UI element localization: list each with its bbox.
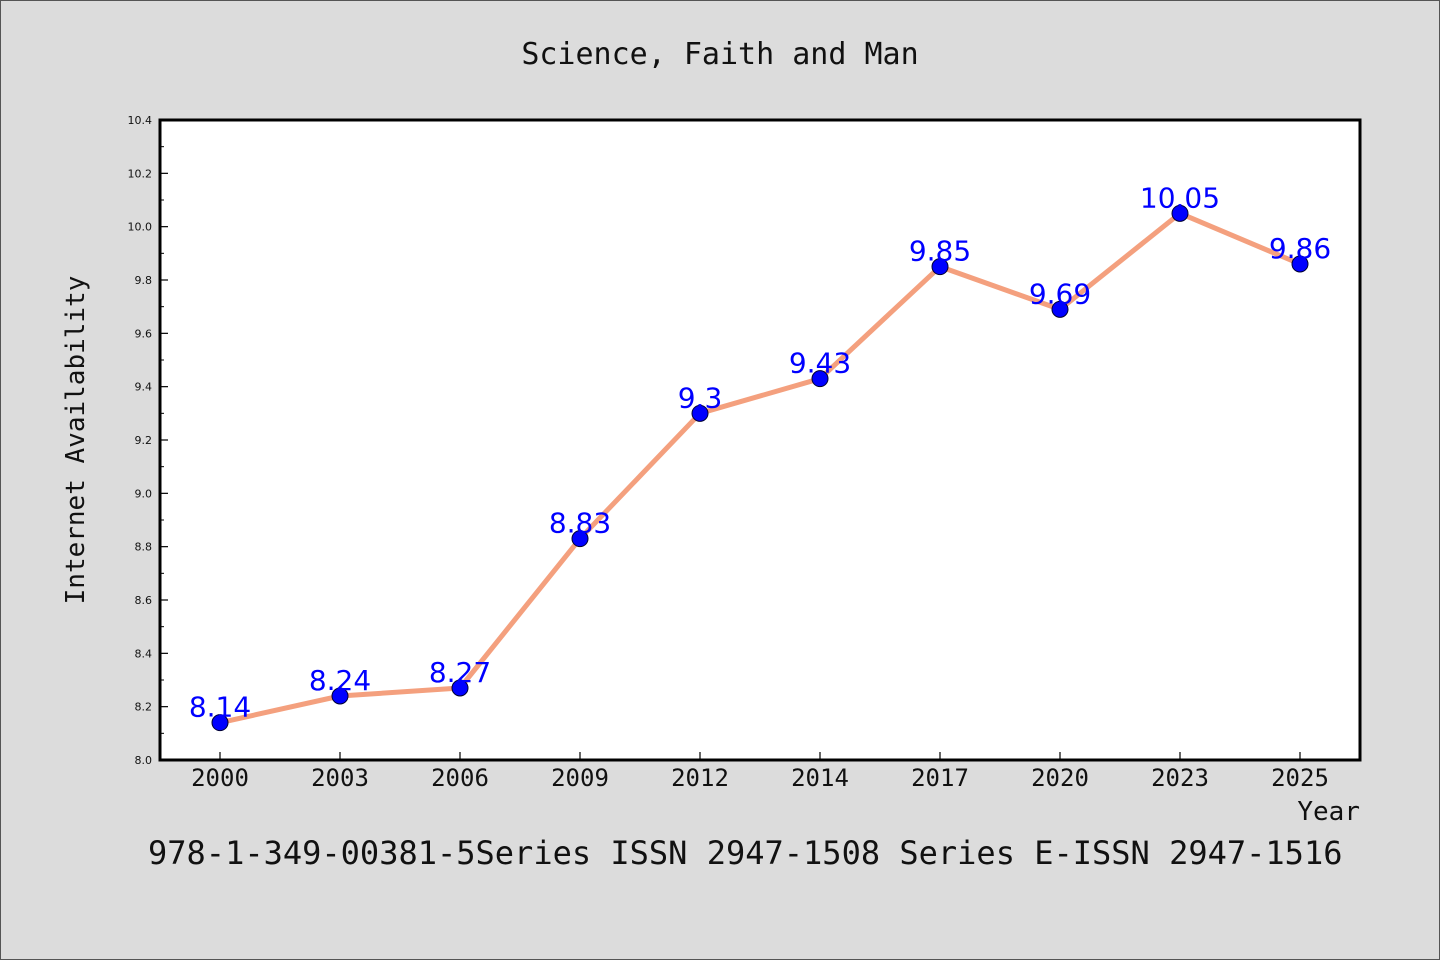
x-axis-label: Year (1297, 797, 1360, 827)
series-line (217, 210, 1303, 726)
data-point (331, 687, 349, 705)
y-tick-label: 9.2 (135, 434, 153, 447)
data-label: 8.14 (189, 691, 251, 724)
y-tick-label: 9.4 (135, 381, 153, 394)
chart-title: Science, Faith and Man (521, 37, 918, 72)
x-tick-label: 2014 (791, 764, 849, 792)
series-layer (211, 204, 1309, 732)
y-tick-label: 10.4 (128, 114, 153, 127)
y-tick-label: 8.8 (135, 541, 153, 554)
data-point (931, 258, 949, 276)
data-point (1171, 204, 1189, 222)
data-label: 8.27 (429, 656, 491, 689)
y-tick-label: 9.6 (135, 327, 153, 340)
y-axis-label: Internet Availability (61, 276, 91, 605)
data-point (1051, 300, 1069, 318)
data-point (451, 679, 469, 697)
x-axis: 2000 2003 2006 2009 2012 2014 2017 2020 2023 2025 (191, 752, 1329, 792)
x-tick-label: 2017 (911, 764, 969, 792)
data-label: 9.3 (678, 381, 723, 414)
x-tick-label: 2006 (431, 764, 489, 792)
y-tick-label: 8.2 (135, 701, 153, 714)
x-tick-label: 2003 (311, 764, 369, 792)
data-label: 8.24 (309, 664, 371, 697)
data-point (1291, 255, 1309, 273)
y-tick-label: 8.6 (135, 594, 153, 607)
x-tick-label: 2023 (1151, 764, 1209, 792)
y-tick-label: 8.4 (135, 647, 153, 660)
data-label: 10.05 (1140, 181, 1220, 214)
data-label: 9.85 (909, 235, 971, 268)
x-tick-label: 2025 (1271, 764, 1329, 792)
data-point (811, 370, 829, 388)
data-label: 9.86 (1269, 232, 1331, 265)
y-tick-label: 8.0 (135, 754, 153, 767)
footer-text: 978-1-349-00381-5Series ISSN 2947-1508 S… (148, 834, 1342, 872)
y-tick-label: 9.8 (135, 274, 153, 287)
data-point (691, 404, 709, 422)
data-label: 9.43 (789, 347, 851, 380)
y-tick-label: 9.0 (135, 487, 153, 500)
x-tick-label: 2020 (1031, 764, 1089, 792)
x-tick-label: 2009 (551, 764, 609, 792)
x-tick-label: 2000 (191, 764, 249, 792)
y-tick-label: 10.2 (128, 167, 153, 180)
data-labels-layer: 8.14 8.24 8.27 8.83 9.3 9.43 9.85 9.69 10.05 9.86 (189, 181, 1331, 723)
data-label: 8.83 (549, 507, 611, 540)
data-point (211, 714, 229, 732)
x-tick-label: 2012 (671, 764, 729, 792)
data-point (571, 530, 589, 548)
y-axis: 8.0 8.2 8.4 8.6 8.8 9.0 9.2 9.4 9.6 9.8 10.0 10.2 10… (128, 114, 168, 767)
y-tick-label: 10.0 (128, 221, 153, 234)
data-label: 9.69 (1029, 277, 1091, 310)
